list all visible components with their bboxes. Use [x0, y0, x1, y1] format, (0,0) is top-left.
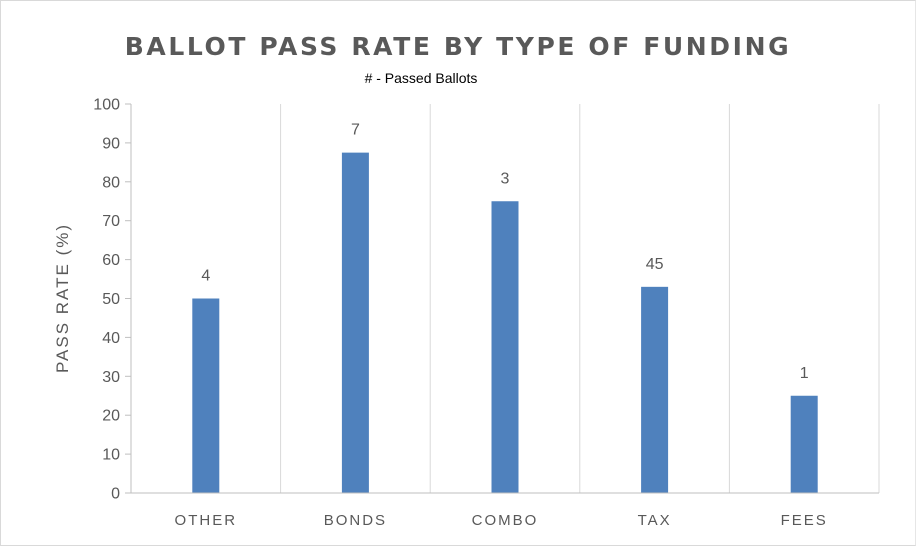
x-tick-label-bonds: BONDS [324, 512, 387, 529]
x-axis: OTHER BONDS COMBO TAX FEES [125, 492, 879, 529]
bar-fees [790, 395, 818, 493]
bar-bonds [341, 152, 369, 493]
y-axis: 0 10 20 30 40 50 60 70 80 90 100 [93, 97, 132, 503]
y-tick-label: 30 [102, 369, 120, 386]
y-tick-label: 90 [102, 135, 120, 152]
y-tick-label: 0 [111, 486, 120, 503]
gridlines [280, 104, 880, 493]
bars [192, 152, 818, 493]
bar-tax [641, 286, 669, 493]
y-tick-label: 80 [102, 174, 120, 191]
y-tick-label: 50 [102, 291, 120, 308]
x-tick-label-combo: COMBO [472, 512, 539, 529]
y-tick-label: 100 [93, 97, 120, 114]
y-axis-title: PASS RATE (%) [53, 223, 72, 373]
data-label-other: 4 [201, 268, 210, 285]
data-label-tax: 45 [646, 256, 664, 273]
chart-subtitle: # - Passed Ballots [364, 70, 478, 86]
y-tick-label: 60 [102, 252, 120, 269]
x-tick-label-tax: TAX [638, 512, 672, 529]
data-label-fees: 1 [800, 365, 809, 382]
y-tick-label: 70 [102, 213, 120, 230]
data-label-bonds: 7 [351, 122, 360, 139]
data-labels: 4 7 3 45 1 [201, 122, 808, 382]
y-tick-label: 10 [102, 447, 120, 464]
chart-title: BALLOT PASS RATE BY TYPE OF FUNDING [124, 32, 792, 61]
y-tick-label: 20 [102, 408, 120, 425]
data-label-combo: 3 [501, 170, 510, 187]
x-tick-label-fees: FEES [781, 512, 828, 529]
x-tick-label-other: OTHER [175, 512, 238, 529]
bar-combo [491, 201, 519, 493]
bar-other [192, 298, 220, 493]
y-tick-label: 40 [102, 330, 120, 347]
